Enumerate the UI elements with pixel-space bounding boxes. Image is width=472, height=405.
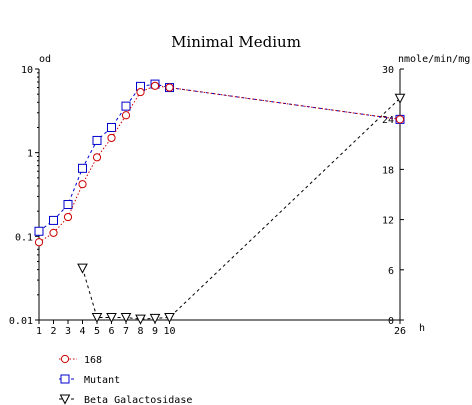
series-point [63, 200, 73, 210]
series-point [34, 238, 44, 247]
series-point [394, 93, 406, 104]
series-point [78, 180, 87, 189]
series-point [395, 115, 405, 124]
x-tick-label: 1 [36, 326, 42, 337]
legend-label: Beta Galactosidase [84, 395, 192, 405]
x-tick-label: 26 [394, 326, 406, 337]
series-point [92, 153, 102, 162]
left-tick-label: 0.01 [9, 316, 33, 327]
right-tick-label: 18 [382, 165, 394, 176]
series-point [49, 228, 58, 237]
x-tick-label: 9 [152, 326, 158, 337]
series-point [135, 314, 146, 325]
left-tick-label: 10 [21, 65, 33, 76]
x-tick-label: 7 [123, 326, 129, 337]
legend-label: Mutant [84, 375, 120, 386]
right-tick-label: 24 [382, 115, 394, 126]
series-point [136, 87, 145, 97]
x-tick-label: 6 [108, 326, 114, 337]
legend-marker [60, 354, 70, 364]
series-point [121, 101, 131, 111]
series-point [164, 312, 175, 324]
series-point [78, 163, 87, 173]
x-tick-label: 5 [94, 326, 100, 337]
series-point [92, 135, 102, 145]
series-point [91, 312, 103, 324]
series-point [149, 313, 161, 324]
legend-marker [60, 374, 70, 384]
legend-label: 168 [84, 355, 102, 366]
x-tick-label: 4 [79, 326, 85, 337]
series-point [49, 215, 58, 225]
series-point [165, 83, 174, 92]
series-point [150, 81, 160, 90]
series-point [107, 122, 116, 132]
x-tick-label: 3 [65, 326, 71, 337]
legend-marker [59, 394, 71, 405]
x-axis-unit: h [419, 323, 425, 334]
x-tick-label: 10 [163, 326, 175, 337]
series-point [34, 226, 44, 236]
series-point [107, 133, 116, 143]
right-axis-unit: nmole/min/mg [398, 54, 470, 65]
right-tick-label: 30 [382, 65, 394, 76]
series-point [77, 263, 88, 274]
left-tick-label: 0.1 [15, 232, 33, 243]
series-layer [34, 79, 406, 325]
x-tick-label: 2 [50, 326, 56, 337]
left-tick-label: 1 [27, 149, 33, 160]
x-tick-label: 8 [137, 326, 143, 337]
right-tick-label: 0 [388, 316, 394, 327]
series-point [120, 312, 132, 324]
series-line [82, 97, 401, 320]
right-tick-label: 12 [382, 216, 394, 227]
series-line [38, 85, 401, 243]
series-line [38, 83, 401, 232]
legend: 168 Mutant Beta Galactosidase [59, 354, 192, 405]
series-point [106, 312, 117, 324]
series-point [121, 111, 131, 120]
left-axis-unit: od [39, 54, 51, 65]
series-point [63, 212, 73, 222]
chart-title: Minimal Medium [171, 33, 301, 51]
right-tick-label: 6 [388, 266, 394, 277]
